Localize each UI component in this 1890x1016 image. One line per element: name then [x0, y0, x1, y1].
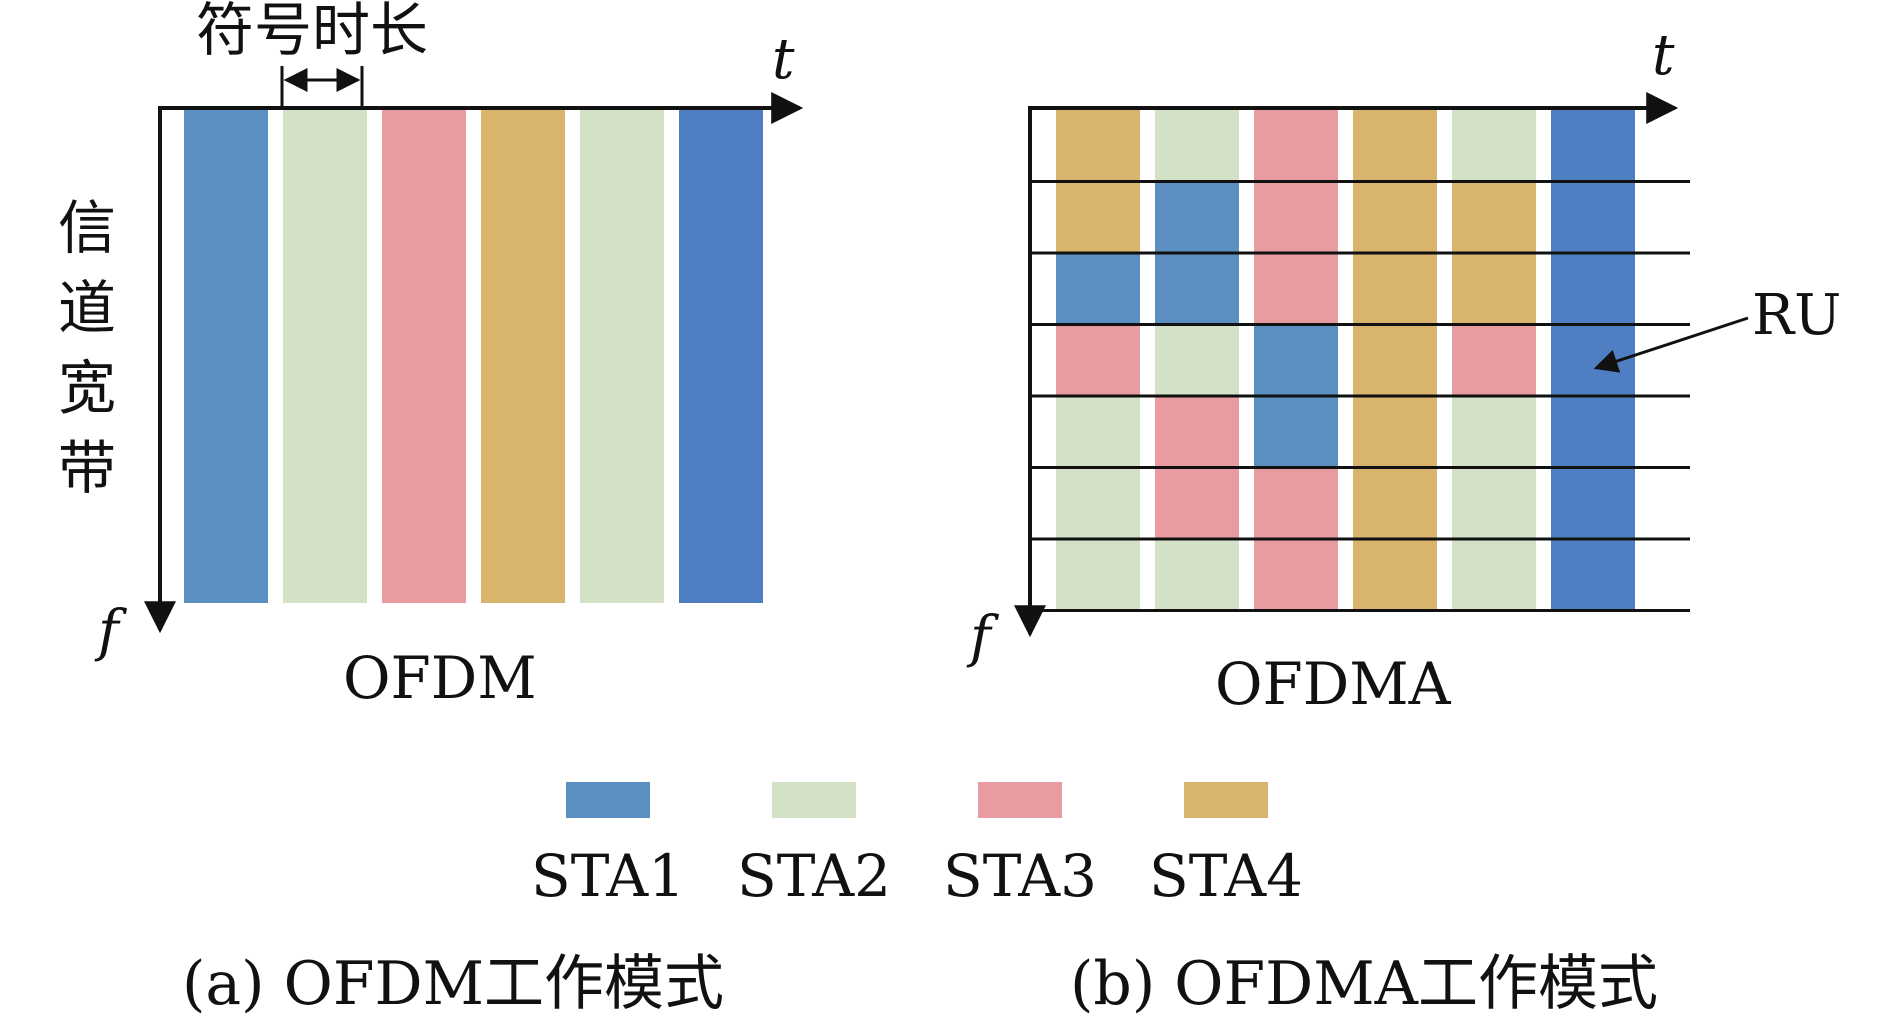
ofdma-cell-sta1_dark: [1551, 539, 1635, 612]
ofdm-column-sta2: [580, 110, 664, 603]
ofdma-cell-sta3: [1452, 324, 1536, 397]
ofdma-cell-sta4: [1353, 396, 1437, 469]
ofdma-time-axis-label: t: [1652, 23, 1675, 88]
legend: STA1 STA2 STA3 STA4: [531, 782, 1303, 910]
symbol-duration-label: 符号时长: [196, 0, 428, 64]
ofdma-cell-sta3: [1254, 181, 1338, 254]
ofdma-cell-sta4: [1056, 181, 1140, 254]
ofdma-cell-sta3: [1155, 396, 1239, 469]
ofdma-cell-sta3: [1254, 110, 1338, 183]
ofdma-cell-sta3: [1155, 467, 1239, 540]
ofdma-cell-sta1: [1155, 253, 1239, 326]
ofdma-cell-sta1: [1155, 181, 1239, 254]
ofdma-cell-sta2: [1155, 110, 1239, 183]
ofdma-cell-sta4: [1353, 467, 1437, 540]
ofdma-cell-sta1_dark: [1551, 396, 1635, 469]
legend-swatch-sta3: [978, 782, 1062, 818]
ofdma-cell-sta3: [1254, 253, 1338, 326]
ofdm-column-sta1_dark: [679, 110, 763, 603]
ofdm-column-sta2: [283, 110, 367, 603]
ofdma-cell-sta4: [1353, 181, 1437, 254]
ofdm-column-sta4: [481, 110, 565, 603]
ofdma-grid: [1056, 110, 1635, 612]
legend-label-sta4: STA4: [1149, 842, 1303, 910]
ofdma-cell-sta1: [1254, 396, 1338, 469]
ofdma-cell-sta2: [1452, 396, 1536, 469]
ofdma-cell-sta1_dark: [1551, 181, 1635, 254]
ofdm-column-sta3: [382, 110, 466, 603]
ofdma-cell-sta1_dark: [1551, 467, 1635, 540]
ofdma-cell-sta2: [1452, 110, 1536, 183]
ofdm-time-axis-label: t: [772, 27, 795, 92]
ofdma-cell-sta4: [1353, 324, 1437, 397]
ofdma-cell-sta2: [1155, 324, 1239, 397]
ofdma-ru-lines: [1030, 180, 1690, 612]
ofdma-cell-sta1: [1254, 324, 1338, 397]
ofdma-cell-sta4: [1353, 539, 1437, 612]
ofdma-cell-sta1: [1056, 253, 1140, 326]
ofdma-cell-sta4: [1452, 253, 1536, 326]
legend-swatch-sta1: [566, 782, 650, 818]
ofdm-title: OFDM: [343, 644, 537, 712]
caption-b: (b) OFDMA工作模式: [1070, 949, 1658, 1016]
ofdm-freq-axis-label: f: [94, 599, 128, 664]
ofdma-cell-sta2: [1452, 539, 1536, 612]
ofdma-cell-sta3: [1254, 539, 1338, 612]
ofdma-cell-sta3: [1254, 467, 1338, 540]
ofdma-cell-sta2: [1056, 539, 1140, 612]
ofdma-freq-axis-label: f: [966, 605, 1000, 670]
ofdma-cell-sta4: [1056, 110, 1140, 183]
ofdma-cell-sta4: [1353, 110, 1437, 183]
ofdma-cell-sta2: [1056, 467, 1140, 540]
ofdm-columns: [184, 110, 763, 603]
ofdma-cell-sta3: [1056, 324, 1140, 397]
ofdma-cell-sta1_dark: [1551, 110, 1635, 183]
legend-label-sta2: STA2: [737, 842, 891, 910]
ofdm-column-sta1: [184, 110, 268, 603]
ofdm-panel: t f 符号时长 信 道 宽 带 OFDM: [58, 0, 804, 712]
ofdma-cell-sta2: [1056, 396, 1140, 469]
legend-swatch-sta4: [1184, 782, 1268, 818]
ofdma-cell-sta4: [1452, 181, 1536, 254]
legend-label-sta1: STA1: [531, 842, 685, 910]
ofdma-cell-sta4: [1353, 253, 1437, 326]
ofdma-cell-sta2: [1452, 467, 1536, 540]
ofdma-title: OFDMA: [1215, 650, 1452, 718]
ofdma-cell-sta2: [1155, 539, 1239, 612]
legend-label-sta3: STA3: [943, 842, 1097, 910]
ofdma-panel: t f RU OFDMA: [966, 23, 1841, 718]
caption-a: (a) OFDM工作模式: [182, 949, 724, 1016]
ofdma-cell-sta1_dark: [1551, 253, 1635, 326]
bandwidth-label: 信 道 宽 带: [58, 194, 134, 502]
legend-swatch-sta2: [772, 782, 856, 818]
ru-pointer-arrow: [1593, 316, 1749, 373]
ru-label: RU: [1752, 283, 1841, 348]
